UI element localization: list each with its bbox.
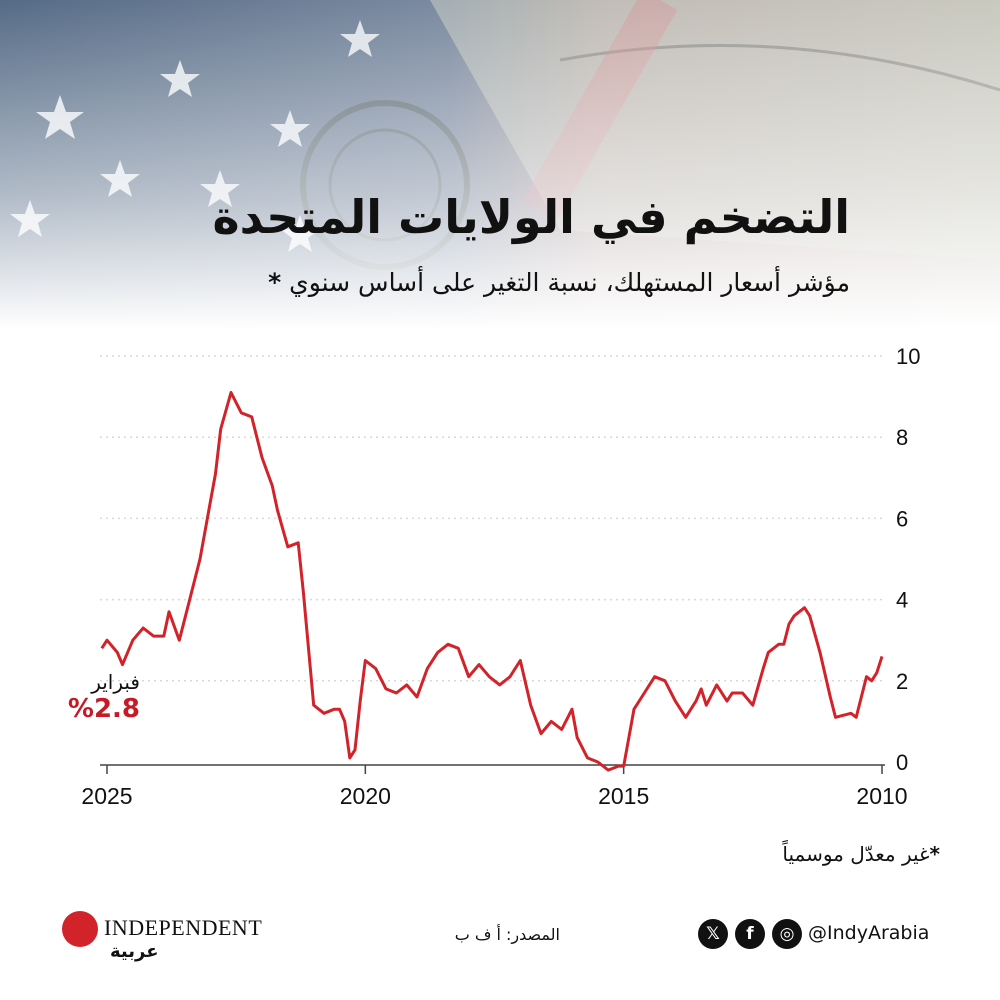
- header-background: [0, 0, 1000, 330]
- logo-subtext: عربية: [110, 941, 159, 962]
- latest-value-label: %2.8: [67, 694, 140, 724]
- y-tick-label: 0: [896, 750, 908, 775]
- social-handle[interactable]: @IndyArabia: [808, 922, 930, 944]
- y-tick-label: 2: [896, 669, 908, 694]
- header-fade-overlay: [0, 0, 1000, 330]
- x-icon[interactable]: 𝕏: [698, 919, 728, 949]
- cpi-series-line: [100, 391, 884, 772]
- x-tick-label: 2015: [598, 783, 649, 809]
- y-tick-label: 4: [896, 588, 908, 613]
- page-subtitle: مؤشر أسعار المستهلك، نسبة التغير على أسا…: [90, 268, 850, 297]
- latest-month-label: فبراير: [91, 670, 140, 694]
- y-tick-label: 8: [896, 425, 908, 450]
- footnote-marker: *: [929, 842, 940, 866]
- independent-arabia-logo[interactable]: INDEPENDENT عربية: [62, 909, 292, 965]
- instagram-icon[interactable]: ◎: [772, 919, 802, 949]
- footnote: *غير معدّل موسمياً: [540, 842, 940, 866]
- page-title: التضخم في الولايات المتحدة: [212, 190, 850, 244]
- x-tick-label: 2025: [81, 783, 132, 809]
- source-credit: المصدر: أ ف ب: [454, 925, 560, 944]
- eagle-logo-icon: [62, 911, 98, 947]
- logo-text: INDEPENDENT: [104, 915, 263, 940]
- subtitle-footnote-marker: *: [268, 268, 282, 297]
- y-tick-label: 6: [896, 506, 908, 531]
- facebook-icon[interactable]: f: [735, 919, 765, 949]
- inflation-line-chart: 0 2 4 6 8 10 2025 2020 2015 2010: [81, 344, 920, 809]
- footnote-text: غير معدّل موسمياً: [782, 842, 930, 866]
- x-tick-label: 2010: [856, 783, 907, 809]
- subtitle-text: مؤشر أسعار المستهلك، نسبة التغير على أسا…: [289, 268, 850, 297]
- x-tick-label: 2020: [340, 783, 391, 809]
- footer: INDEPENDENT عربية المصدر: أ ف ب 𝕏 f ◎ @I…: [0, 905, 1000, 965]
- y-tick-label: 10: [896, 344, 920, 369]
